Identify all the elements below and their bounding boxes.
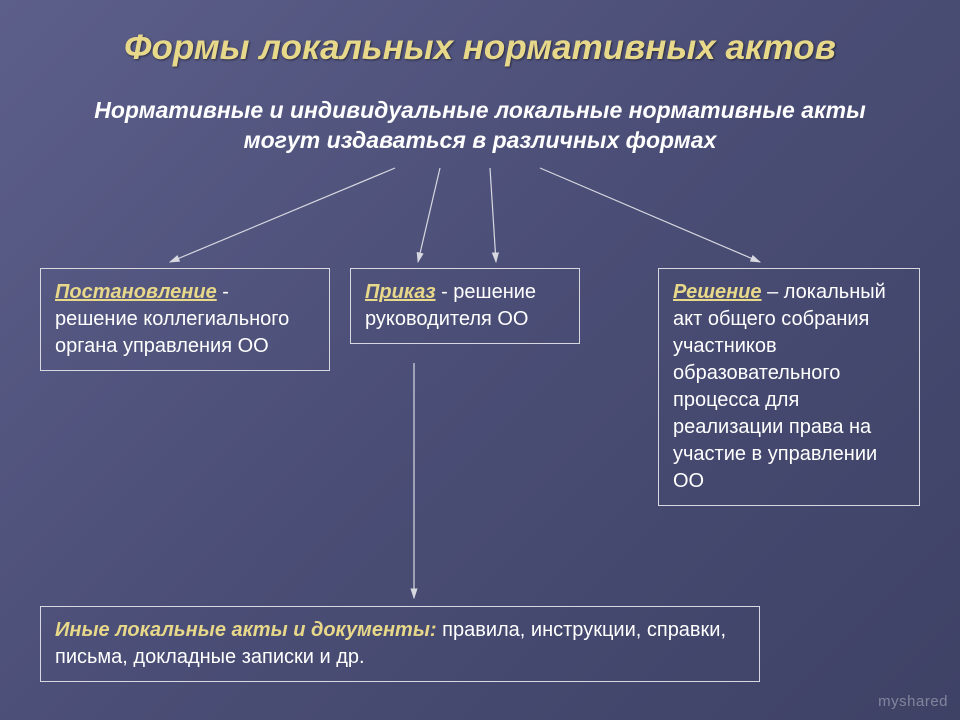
term: Иные локальные акты и документы: (55, 619, 442, 641)
watermark: myshared (878, 693, 948, 710)
term: Приказ (365, 281, 436, 303)
box-prikaz: Приказ - решение руководителя ОО (350, 268, 580, 344)
box-other-acts: Иные локальные акты и документы: правила… (40, 606, 760, 682)
box-postanovlenie: Постановление - решение коллегиального о… (40, 268, 330, 371)
page-subtitle: Нормативные и индивидуальные локальные н… (60, 96, 900, 156)
page-title: Формы локальных нормативных актов (0, 28, 960, 68)
term: Постановление (55, 281, 217, 303)
box-reshenie: Решение – локальный акт общего собрания … (658, 268, 920, 506)
definition: – локальный акт общего собрания участник… (673, 281, 886, 492)
term: Решение (673, 281, 762, 303)
